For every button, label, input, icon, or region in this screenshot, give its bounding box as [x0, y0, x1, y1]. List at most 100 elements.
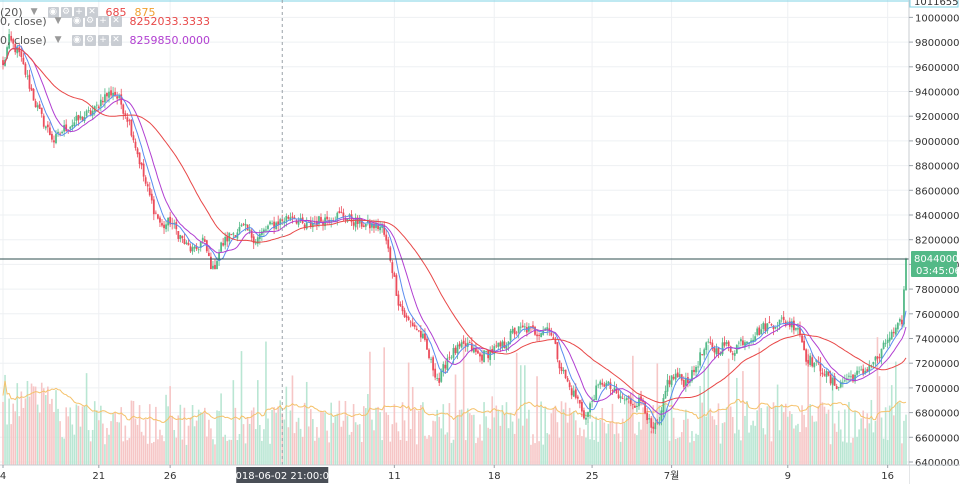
candle-body [173, 222, 176, 224]
candle [144, 175, 147, 187]
volume-bar [789, 411, 791, 465]
volume-bar [654, 429, 657, 465]
candle [34, 98, 37, 108]
candle-body [189, 246, 192, 252]
volume-bar [203, 407, 206, 465]
volume-bar [888, 405, 891, 465]
candle [132, 131, 135, 143]
candle-body [442, 364, 445, 373]
close-icon[interactable]: ✕ [110, 15, 122, 27]
volume-bar [646, 413, 648, 465]
candle [214, 259, 216, 270]
volume-bar [171, 415, 173, 465]
candle [454, 345, 457, 356]
candle [686, 372, 689, 388]
candle-body [727, 341, 730, 347]
candle [831, 377, 834, 391]
volume-bar [466, 408, 469, 465]
legend-row-2[interactable]: 0, close) ▼ ◉ ⚙ + ✕ 8252033.3333 [0, 12, 218, 30]
candle [226, 231, 229, 247]
volume-bar [640, 429, 642, 465]
candle-body [483, 350, 485, 363]
candle-body [825, 370, 828, 377]
candle [165, 220, 167, 233]
volume-bar [222, 436, 224, 465]
candle-body [591, 401, 593, 402]
candle-body [475, 348, 477, 352]
volume-bar [146, 443, 149, 465]
candle [356, 215, 359, 230]
volume-bar [438, 416, 441, 465]
candle-body [564, 369, 567, 379]
candle-body [593, 399, 596, 401]
candle [721, 337, 724, 356]
close-icon[interactable]: ✕ [110, 34, 122, 46]
x-tick-label: 16 [881, 471, 894, 482]
volume-bar [201, 413, 204, 465]
x-tick-label: 7월 [664, 470, 680, 482]
candle [28, 69, 31, 92]
plus-icon[interactable]: + [97, 34, 109, 46]
candle [222, 237, 225, 247]
volume-bar [38, 412, 41, 465]
candle [819, 357, 822, 377]
candle [650, 416, 653, 434]
close-icon[interactable]: ✕ [86, 6, 98, 18]
candle-body [387, 239, 390, 249]
legend-row-1[interactable]: (20) ▼ ◉ ⚙ + ✕ 685 875 [0, 3, 164, 21]
candle [501, 339, 504, 351]
gear-icon[interactable]: ⚙ [84, 15, 96, 27]
candle [150, 189, 153, 204]
candle [161, 219, 163, 228]
y-tick-label: 8600000 [915, 186, 960, 197]
candle [75, 111, 78, 127]
eye-icon[interactable]: ◉ [71, 34, 83, 46]
candle [189, 243, 192, 253]
volume-bar [503, 414, 506, 465]
candle-body [821, 372, 824, 375]
legend-row-3[interactable]: 0, close) ▼ ◉ ⚙ + ✕ 8259850.0000 [0, 31, 218, 49]
candle-body [876, 356, 879, 359]
candle-body [523, 326, 526, 328]
volume-bar [630, 401, 632, 465]
candle [210, 252, 212, 270]
candle-body [585, 417, 587, 420]
time-axis[interactable]: 4 21 26 11 18 25 7월 9 16 2018-06-02 21:00:00 [0, 464, 960, 484]
candle-body [542, 330, 545, 335]
candle-body [534, 326, 536, 335]
volume-bar [603, 422, 606, 465]
candle-body [477, 350, 479, 354]
chevron-down-icon[interactable]: ▼ [30, 7, 38, 17]
eye-icon[interactable]: ◉ [71, 15, 83, 27]
volume-bar [742, 371, 744, 465]
volume-bar [228, 439, 231, 465]
candle [159, 215, 161, 228]
volume-bar [668, 440, 671, 465]
volume-bar [279, 400, 282, 465]
eye-icon[interactable]: ◉ [47, 6, 59, 18]
volume-bar [55, 390, 57, 465]
ma-line-7 [2, 44, 907, 424]
chevron-down-icon[interactable]: ▼ [54, 35, 62, 45]
volume-bar [782, 411, 785, 465]
candle-body [124, 113, 127, 116]
plus-icon[interactable]: + [97, 15, 109, 27]
volume-bar [837, 410, 840, 465]
candle-body [813, 362, 816, 368]
y-tick-label: 7400000 [915, 334, 960, 345]
plus-icon[interactable]: + [73, 6, 85, 18]
volume-bar [752, 420, 754, 465]
candle-body [207, 252, 210, 257]
volume-bar [248, 423, 251, 465]
candle-body [28, 74, 31, 89]
candle-body [676, 372, 679, 378]
chevron-down-icon[interactable]: ▼ [54, 16, 62, 26]
candle-body [493, 346, 496, 355]
price-axis[interactable]: 6400000 6600000 6800000 7000000 7200000 74000… [908, 0, 960, 484]
gear-icon[interactable]: ⚙ [84, 34, 96, 46]
candle [727, 340, 730, 352]
gear-icon[interactable]: ⚙ [60, 6, 72, 18]
volume-bar [850, 442, 852, 465]
